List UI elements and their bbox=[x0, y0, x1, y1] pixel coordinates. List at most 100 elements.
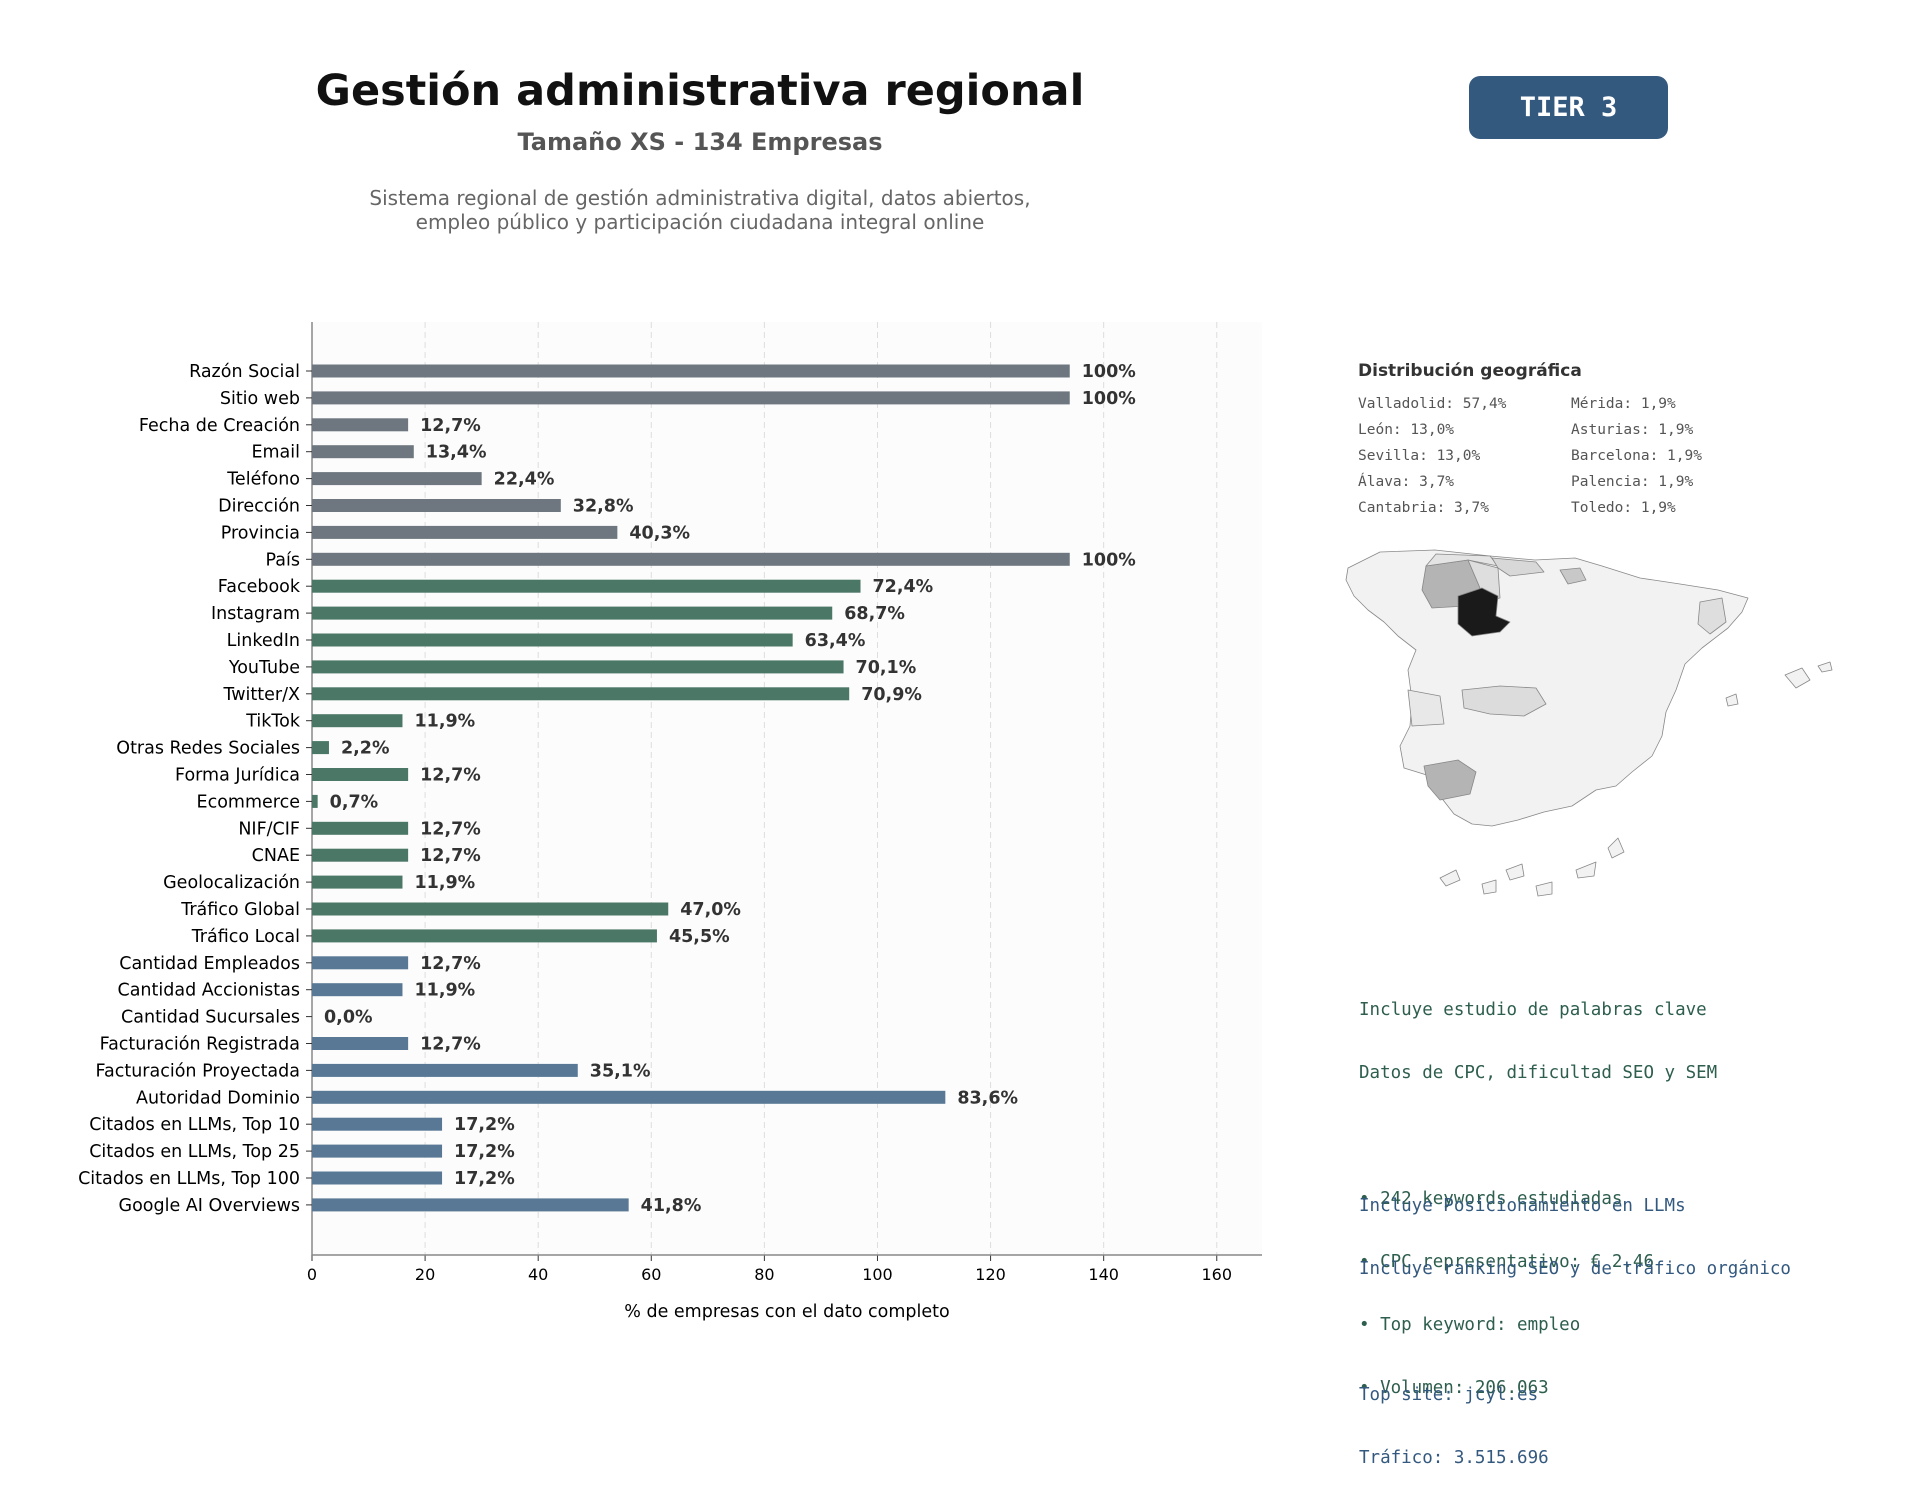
category-label: Provincia bbox=[221, 523, 300, 543]
map-balearic-ibiza bbox=[1725, 693, 1739, 707]
llm-line: Incluye Posicionamiento en LLMs bbox=[1359, 1196, 1686, 1216]
bar bbox=[312, 1171, 443, 1185]
category-label: Forma Jurídica bbox=[175, 766, 300, 786]
category-label: Twitter/X bbox=[222, 685, 300, 705]
page-subtitle: Tamaño XS - 134 Empresas bbox=[517, 128, 883, 156]
bar bbox=[312, 875, 403, 889]
x-tick-label: 40 bbox=[528, 1265, 548, 1284]
geo-item: Álava: 3,7% bbox=[1358, 474, 1455, 490]
data-label: 17,2% bbox=[454, 1169, 515, 1189]
bar bbox=[312, 418, 409, 432]
map-canary-5 bbox=[1575, 861, 1597, 879]
keyword-line: • Volumen: 206.063 bbox=[1359, 1378, 1549, 1398]
category-label: Sitio web bbox=[220, 389, 300, 409]
category-label: Facturación Proyectada bbox=[96, 1061, 300, 1081]
bar bbox=[312, 472, 482, 486]
category-label: Geolocalización bbox=[163, 873, 300, 893]
map-province-toledo bbox=[1461, 685, 1547, 717]
category-label: Facebook bbox=[218, 577, 301, 597]
data-label: 72,4% bbox=[873, 577, 934, 597]
bar bbox=[312, 445, 414, 459]
data-label: 40,3% bbox=[629, 523, 690, 543]
geo-item: León: 13,0% bbox=[1358, 422, 1455, 438]
data-label: 83,6% bbox=[957, 1088, 1018, 1108]
category-label: Razón Social bbox=[189, 362, 300, 382]
keyword-line: ​ bbox=[1359, 1126, 1717, 1147]
map-province-sevilla bbox=[1423, 759, 1477, 801]
keyword-line: • Top keyword: empleo bbox=[1359, 1315, 1581, 1335]
page-description: Sistema regional de gestión administrati… bbox=[0, 186, 1400, 234]
bar bbox=[312, 956, 409, 970]
data-label: 70,9% bbox=[861, 685, 922, 705]
bar bbox=[312, 794, 318, 808]
x-tick-label: 20 bbox=[415, 1265, 435, 1284]
data-label: 17,2% bbox=[454, 1115, 515, 1135]
map-peninsula bbox=[1345, 549, 1749, 827]
llm-line: Tráfico: 3.515.696 bbox=[1359, 1448, 1549, 1468]
map-balearic-mallorca bbox=[1784, 667, 1811, 689]
llm-line: Incluye ranking SEO y de tráfico orgánic… bbox=[1359, 1259, 1791, 1279]
spain-map bbox=[1345, 549, 1833, 897]
map-canary-3 bbox=[1505, 863, 1525, 881]
bar bbox=[312, 1037, 409, 1050]
keyword-study-block: Incluye estudio de palabras clave Datos … bbox=[1359, 958, 1717, 1420]
data-label: 35,1% bbox=[590, 1061, 651, 1081]
category-label: Ecommerce bbox=[197, 792, 300, 812]
map-province-barcelona bbox=[1697, 597, 1727, 635]
bar bbox=[312, 687, 850, 701]
map-canary-2 bbox=[1481, 879, 1497, 895]
data-label: 63,4% bbox=[805, 631, 866, 651]
bar bbox=[312, 768, 409, 781]
category-label: TikTok bbox=[245, 712, 301, 732]
tier-badge: TIER 3 bbox=[1469, 76, 1668, 139]
geo-item: Sevilla: 13,0% bbox=[1358, 448, 1481, 464]
data-label: 0,0% bbox=[324, 1008, 373, 1028]
map-province-alava bbox=[1559, 567, 1587, 585]
keyword-line: Incluye estudio de palabras clave bbox=[1359, 1000, 1707, 1020]
page-title: Gestión administrativa regional bbox=[315, 66, 1085, 116]
bar bbox=[312, 741, 329, 755]
bar bbox=[312, 1063, 578, 1077]
category-label: Otras Redes Sociales bbox=[116, 739, 300, 759]
x-tick-label: 80 bbox=[754, 1265, 774, 1284]
geo-item: Asturias: 1,9% bbox=[1571, 422, 1694, 438]
category-label: Cantidad Empleados bbox=[119, 954, 300, 974]
x-tick-label: 140 bbox=[1088, 1265, 1119, 1284]
data-label: 11,9% bbox=[414, 712, 475, 732]
map-canary-1 bbox=[1439, 869, 1461, 887]
geo-item: Cantabria: 3,7% bbox=[1358, 500, 1489, 516]
geo-distribution-title: Distribución geográfica bbox=[1358, 361, 1582, 381]
keyword-line: • CPC representativo: € 2.46 bbox=[1359, 1252, 1655, 1272]
data-label: 100% bbox=[1082, 550, 1136, 570]
bar bbox=[312, 552, 1070, 566]
geo-item: Toledo: 1,9% bbox=[1571, 500, 1676, 516]
bar bbox=[312, 902, 669, 916]
bar bbox=[312, 714, 403, 728]
data-label: 13,4% bbox=[426, 443, 487, 463]
data-label: 0,7% bbox=[330, 792, 379, 812]
category-label: NIF/CIF bbox=[238, 819, 300, 839]
category-label: Cantidad Sucursales bbox=[121, 1008, 300, 1028]
map-balearic-menorca bbox=[1817, 661, 1833, 673]
keyword-line: • 242 keywords estudiadas bbox=[1359, 1189, 1623, 1209]
bar bbox=[312, 1198, 629, 1212]
data-label: 12,7% bbox=[420, 416, 481, 436]
data-label: 17,2% bbox=[454, 1142, 515, 1162]
bar-chart: 0 20 40 60 80 100 120 140 160 Razón Social 100% Sit… bbox=[78, 322, 1262, 1322]
bar bbox=[312, 633, 793, 647]
category-label: Citados en LLMs, Top 25 bbox=[89, 1142, 300, 1162]
bar bbox=[312, 606, 833, 620]
category-label: Dirección bbox=[218, 497, 300, 517]
llm-line: ​ bbox=[1359, 1322, 1791, 1343]
data-label: 12,7% bbox=[420, 766, 481, 786]
bar bbox=[312, 660, 844, 674]
bar bbox=[312, 821, 409, 835]
map-province-cantabria bbox=[1491, 557, 1545, 577]
category-label: Tráfico Local bbox=[191, 927, 300, 947]
map-canary-6 bbox=[1607, 837, 1625, 859]
keyword-line: Datos de CPC, dificultad SEO y SEM bbox=[1359, 1063, 1718, 1083]
category-label: País bbox=[266, 550, 300, 570]
bar bbox=[312, 929, 657, 943]
data-label: 100% bbox=[1082, 389, 1136, 409]
category-label: YouTube bbox=[228, 658, 300, 678]
